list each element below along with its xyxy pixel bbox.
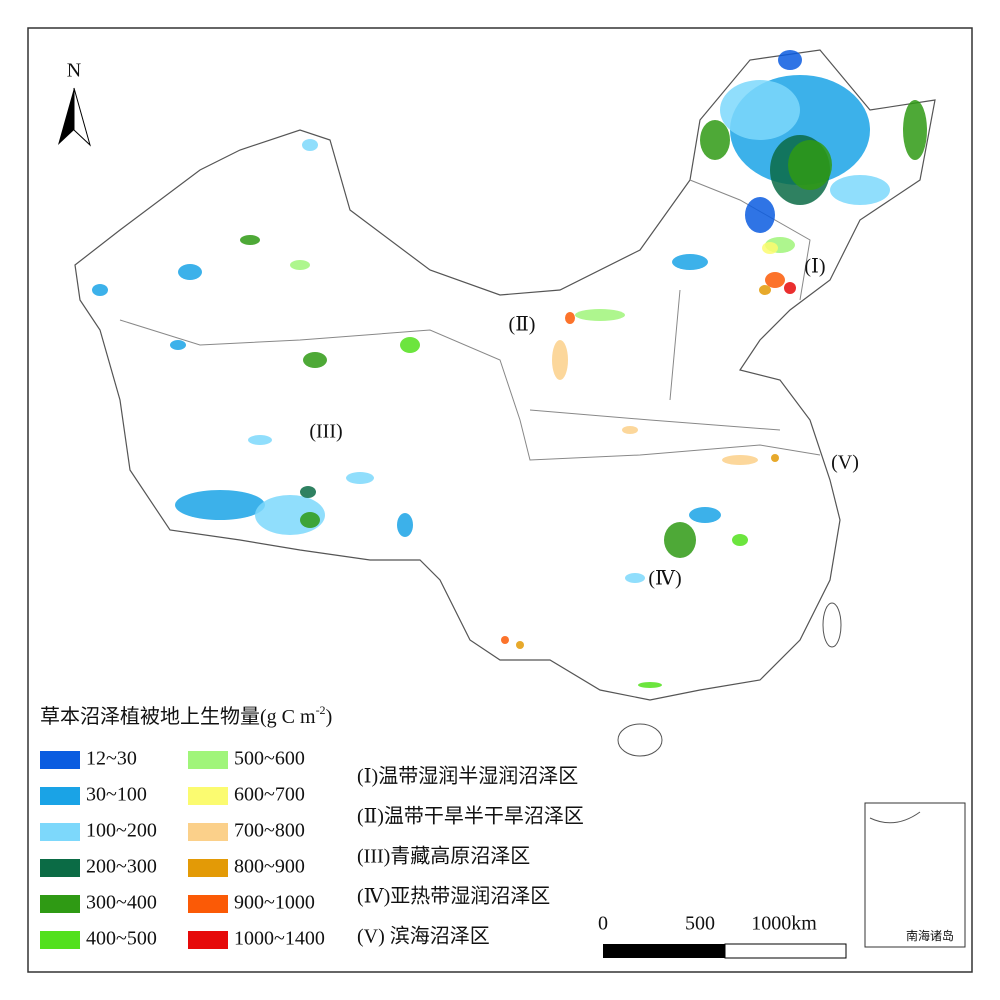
region-label: (Ⅱ) bbox=[509, 314, 536, 336]
biomass-patch bbox=[175, 490, 265, 520]
scale-bar-white bbox=[724, 943, 847, 959]
region-label: (Ⅰ) bbox=[804, 256, 825, 278]
biomass-patch bbox=[771, 454, 779, 462]
zone-name: (Ⅰ)温带湿润半湿润沼泽区 bbox=[357, 765, 578, 788]
biomass-patch bbox=[290, 260, 310, 270]
legend-title-text: 草本沼泽植被地上生物量(g C m bbox=[40, 705, 316, 728]
scale-bar: 0 500 1000km bbox=[598, 913, 847, 959]
biomass-patch bbox=[622, 426, 638, 434]
legend-label: 200~300 bbox=[86, 856, 157, 878]
biomass-patch bbox=[700, 120, 730, 160]
region-label: (Ⅳ) bbox=[648, 568, 681, 590]
legend-swatch bbox=[40, 895, 80, 913]
legend-label: 1000~1400 bbox=[234, 928, 325, 950]
biomass-patch bbox=[501, 636, 509, 644]
inset-coast bbox=[869, 811, 921, 824]
biomass-patch bbox=[765, 272, 785, 288]
biomass-patch bbox=[552, 340, 568, 380]
biomass-patch bbox=[689, 507, 721, 523]
legend-swatch bbox=[188, 751, 228, 769]
inset: 南海诸岛 bbox=[864, 802, 966, 948]
legend-swatch bbox=[40, 787, 80, 805]
legend-title: 草本沼泽植被地上生物量(g C m-2) bbox=[40, 703, 332, 728]
biomass-patch bbox=[722, 455, 758, 465]
legend-label: 800~900 bbox=[234, 856, 305, 878]
biomass-patch bbox=[903, 100, 927, 160]
legend: 12~30 30~100 100~200 200~300 300~400 400~500 5… bbox=[40, 748, 325, 950]
legend-label: 300~400 bbox=[86, 892, 157, 914]
legend-label: 900~1000 bbox=[234, 892, 315, 914]
legend-swatch bbox=[188, 931, 228, 949]
taiwan-island bbox=[822, 602, 842, 648]
biomass-patch bbox=[720, 80, 800, 140]
legend-swatch bbox=[40, 751, 80, 769]
biomass-patch bbox=[346, 472, 374, 484]
region-label: (V) bbox=[831, 452, 859, 474]
biomass-patch bbox=[625, 573, 645, 583]
zone-boundaries bbox=[119, 179, 821, 461]
biomass-patch bbox=[400, 337, 420, 353]
zone-name: (III)青藏高原沼泽区 bbox=[357, 845, 530, 868]
legend-label: 400~500 bbox=[86, 928, 157, 950]
biomass-patch bbox=[170, 340, 186, 350]
legend-swatch bbox=[188, 823, 228, 841]
biomass-patch bbox=[672, 254, 708, 270]
biomass-patch bbox=[92, 284, 108, 296]
zone-list: (Ⅰ)温带湿润半湿润沼泽区 (Ⅱ)温带干旱半干旱沼泽区 (III)青藏高原沼泽区 (Ⅳ… bbox=[357, 765, 584, 948]
biomass-patch bbox=[397, 513, 413, 537]
scale-label: 1000km bbox=[751, 913, 817, 935]
legend-swatch bbox=[40, 931, 80, 949]
biomass-patch bbox=[638, 682, 662, 688]
biomass-patch bbox=[240, 235, 260, 245]
zone-name: (Ⅳ)亚热带湿润沼泽区 bbox=[357, 885, 550, 908]
north-arrow: N bbox=[58, 60, 91, 147]
biomass-patch bbox=[178, 264, 202, 280]
biomass-patch bbox=[664, 522, 696, 558]
biomass-patch bbox=[830, 175, 890, 205]
hainan-island bbox=[617, 723, 663, 757]
biomass-patch bbox=[248, 435, 272, 445]
region-labels: (Ⅰ) (Ⅱ) (III) (Ⅳ) (V) bbox=[309, 256, 859, 590]
biomass-patch bbox=[300, 512, 320, 528]
legend-swatch bbox=[188, 895, 228, 913]
legend-swatch bbox=[40, 859, 80, 877]
biomass-patch bbox=[784, 282, 796, 294]
biomass-patch bbox=[303, 352, 327, 368]
legend-label: 30~100 bbox=[86, 784, 147, 806]
biomass-patch bbox=[565, 312, 575, 324]
biomass-patches bbox=[92, 50, 927, 688]
biomass-patch bbox=[759, 285, 771, 295]
legend-label: 100~200 bbox=[86, 820, 157, 842]
biomass-patch bbox=[762, 242, 778, 254]
biomass-patch bbox=[778, 50, 802, 70]
zone-name: (Ⅱ)温带干旱半干旱沼泽区 bbox=[357, 805, 584, 828]
scale-label: 500 bbox=[685, 913, 715, 935]
legend-swatch bbox=[40, 823, 80, 841]
biomass-patch bbox=[516, 641, 524, 649]
biomass-patch bbox=[788, 140, 832, 190]
region-label: (III) bbox=[309, 421, 342, 443]
legend-label: 12~30 bbox=[86, 748, 137, 770]
legend-label: 700~800 bbox=[234, 820, 305, 842]
legend-title-suffix: ) bbox=[326, 706, 333, 728]
scale-label: 0 bbox=[598, 913, 608, 935]
scale-bar-black bbox=[603, 944, 725, 958]
biomass-patch bbox=[745, 197, 775, 233]
north-label: N bbox=[67, 60, 81, 82]
inset-label: 南海诸岛 bbox=[906, 928, 954, 943]
biomass-patch bbox=[300, 486, 316, 498]
zone-name: (V) 滨海沼泽区 bbox=[357, 925, 490, 948]
legend-title-sup: -2 bbox=[316, 703, 326, 717]
arrow-right bbox=[73, 87, 91, 147]
legend-swatch bbox=[188, 859, 228, 877]
biomass-patch bbox=[575, 309, 625, 321]
legend-swatch bbox=[188, 787, 228, 805]
legend-label: 600~700 bbox=[234, 784, 305, 806]
biomass-patch bbox=[732, 534, 748, 546]
arrow-left bbox=[58, 88, 74, 145]
biomass-patch bbox=[302, 139, 318, 151]
legend-label: 500~600 bbox=[234, 748, 305, 770]
inset-frame bbox=[864, 802, 966, 948]
